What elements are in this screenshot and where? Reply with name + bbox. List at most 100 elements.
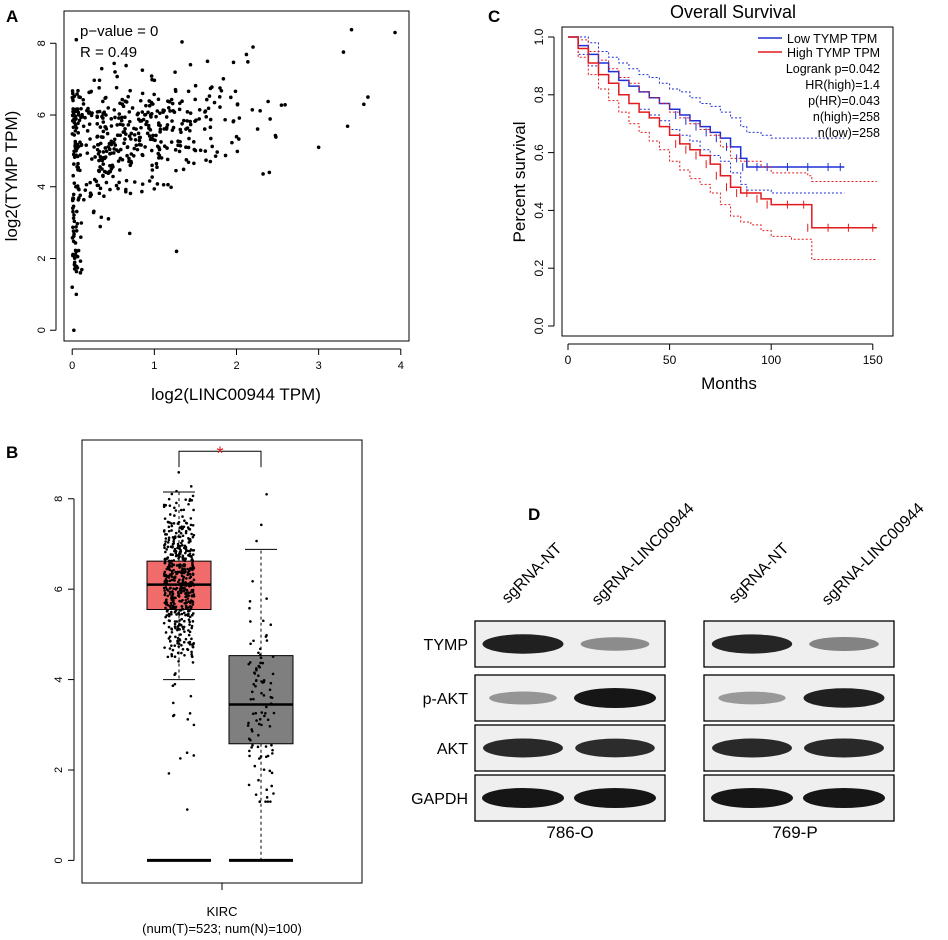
jitter-point xyxy=(192,723,196,727)
scatter-point xyxy=(72,262,77,267)
jitter-point xyxy=(259,755,263,758)
scatter-point xyxy=(85,151,90,155)
jitter-point xyxy=(254,711,258,715)
scatter-point xyxy=(83,115,87,120)
jitter-point xyxy=(173,622,177,626)
scatter-point xyxy=(185,119,189,123)
scatter-point xyxy=(109,167,114,171)
scatter-point xyxy=(180,99,184,104)
jitter-point xyxy=(263,714,266,718)
jitter-point xyxy=(183,587,186,591)
scatter-point xyxy=(93,155,97,159)
jitter-point xyxy=(179,531,183,535)
scatter-point xyxy=(75,209,79,214)
jitter-point xyxy=(189,599,193,602)
scatter-point xyxy=(104,127,109,131)
jitter-point xyxy=(189,566,192,570)
box-plot-b: * 0 2 4 6 8 KIRC (num(T)=523; num(N)=100) xyxy=(53,439,363,936)
jitter-point xyxy=(270,771,274,775)
jitter-point xyxy=(247,662,251,666)
scatter-point xyxy=(144,103,148,108)
jitter-point xyxy=(164,573,168,577)
jitter-point xyxy=(168,579,172,583)
jitter-point xyxy=(272,792,275,795)
scatter-point xyxy=(74,249,78,254)
jitter-point xyxy=(262,768,266,771)
scatter-point xyxy=(126,94,130,99)
scatter-point xyxy=(96,183,101,188)
scatter-point xyxy=(138,119,143,123)
jitter-point xyxy=(182,627,185,631)
scatter-point xyxy=(78,271,83,275)
jitter-point xyxy=(187,591,190,595)
jitter-point xyxy=(170,524,174,528)
jitter-point xyxy=(179,587,182,590)
jitter-point xyxy=(190,532,193,536)
band xyxy=(580,637,650,651)
scatter-point xyxy=(166,182,170,187)
jitter-point xyxy=(172,563,176,567)
jitter-point xyxy=(171,648,175,652)
jitter-point xyxy=(168,590,172,594)
jitter-point xyxy=(167,529,171,533)
scatter-point xyxy=(132,180,137,184)
scatter-point xyxy=(106,217,111,221)
scatter-point xyxy=(84,182,89,187)
x-tick-label-a: 0 xyxy=(69,360,75,372)
jitter-point xyxy=(178,535,182,539)
scatter-point xyxy=(105,131,110,136)
scatter-point xyxy=(223,153,228,158)
scatter-point xyxy=(150,168,155,172)
scatter-point xyxy=(223,117,227,122)
scatter-point xyxy=(120,115,124,120)
scatter-point xyxy=(117,116,121,120)
scatter-point xyxy=(151,133,155,138)
scatter-point xyxy=(179,130,183,135)
jitter-point xyxy=(189,601,192,605)
jitter-point xyxy=(167,521,170,524)
scatter-point xyxy=(138,98,143,103)
jitter-point xyxy=(252,682,256,686)
jitter-point xyxy=(167,525,171,529)
jitter-point xyxy=(188,552,192,556)
scatter-point xyxy=(75,92,79,96)
plot-frame-c xyxy=(561,26,894,337)
scatter-point xyxy=(90,111,94,115)
jitter-point xyxy=(183,601,187,605)
band xyxy=(483,738,563,758)
scatter-point xyxy=(145,131,150,136)
scatter-point xyxy=(120,157,125,162)
ci-lower-0 xyxy=(568,36,845,194)
jitter-point xyxy=(249,698,253,701)
scatter-point xyxy=(150,163,154,168)
scatter-point xyxy=(140,91,145,96)
scatter-point xyxy=(70,89,75,93)
jitter-point xyxy=(257,722,261,726)
jitter-point xyxy=(181,515,184,518)
jitter-point xyxy=(166,541,170,544)
jitter-point xyxy=(181,578,185,582)
jitter-point xyxy=(181,581,184,585)
scatter-point xyxy=(279,103,284,107)
stat-hr: HR(high)=1.4 xyxy=(805,78,880,92)
jitter-point xyxy=(186,718,190,721)
scatter-point xyxy=(164,115,169,119)
scatter-point xyxy=(109,142,114,147)
jitter-point xyxy=(257,733,260,737)
scatter-point xyxy=(219,88,224,93)
scatter-point xyxy=(198,148,203,153)
scatter-point xyxy=(166,105,171,110)
y-tick-label-c: 0.8 xyxy=(532,86,546,103)
scatter-point xyxy=(102,110,107,115)
scatter-point xyxy=(165,123,170,127)
scatter-point xyxy=(72,94,77,98)
scatter-point xyxy=(188,62,193,67)
scatter-point xyxy=(132,133,137,137)
panel-label-b: B xyxy=(6,443,18,462)
jitter-point xyxy=(266,718,270,722)
jitter-point xyxy=(257,778,260,782)
jitter-point xyxy=(173,655,177,659)
scatter-point xyxy=(155,165,159,170)
jitter-point xyxy=(176,544,180,548)
scatter-point xyxy=(88,137,92,141)
